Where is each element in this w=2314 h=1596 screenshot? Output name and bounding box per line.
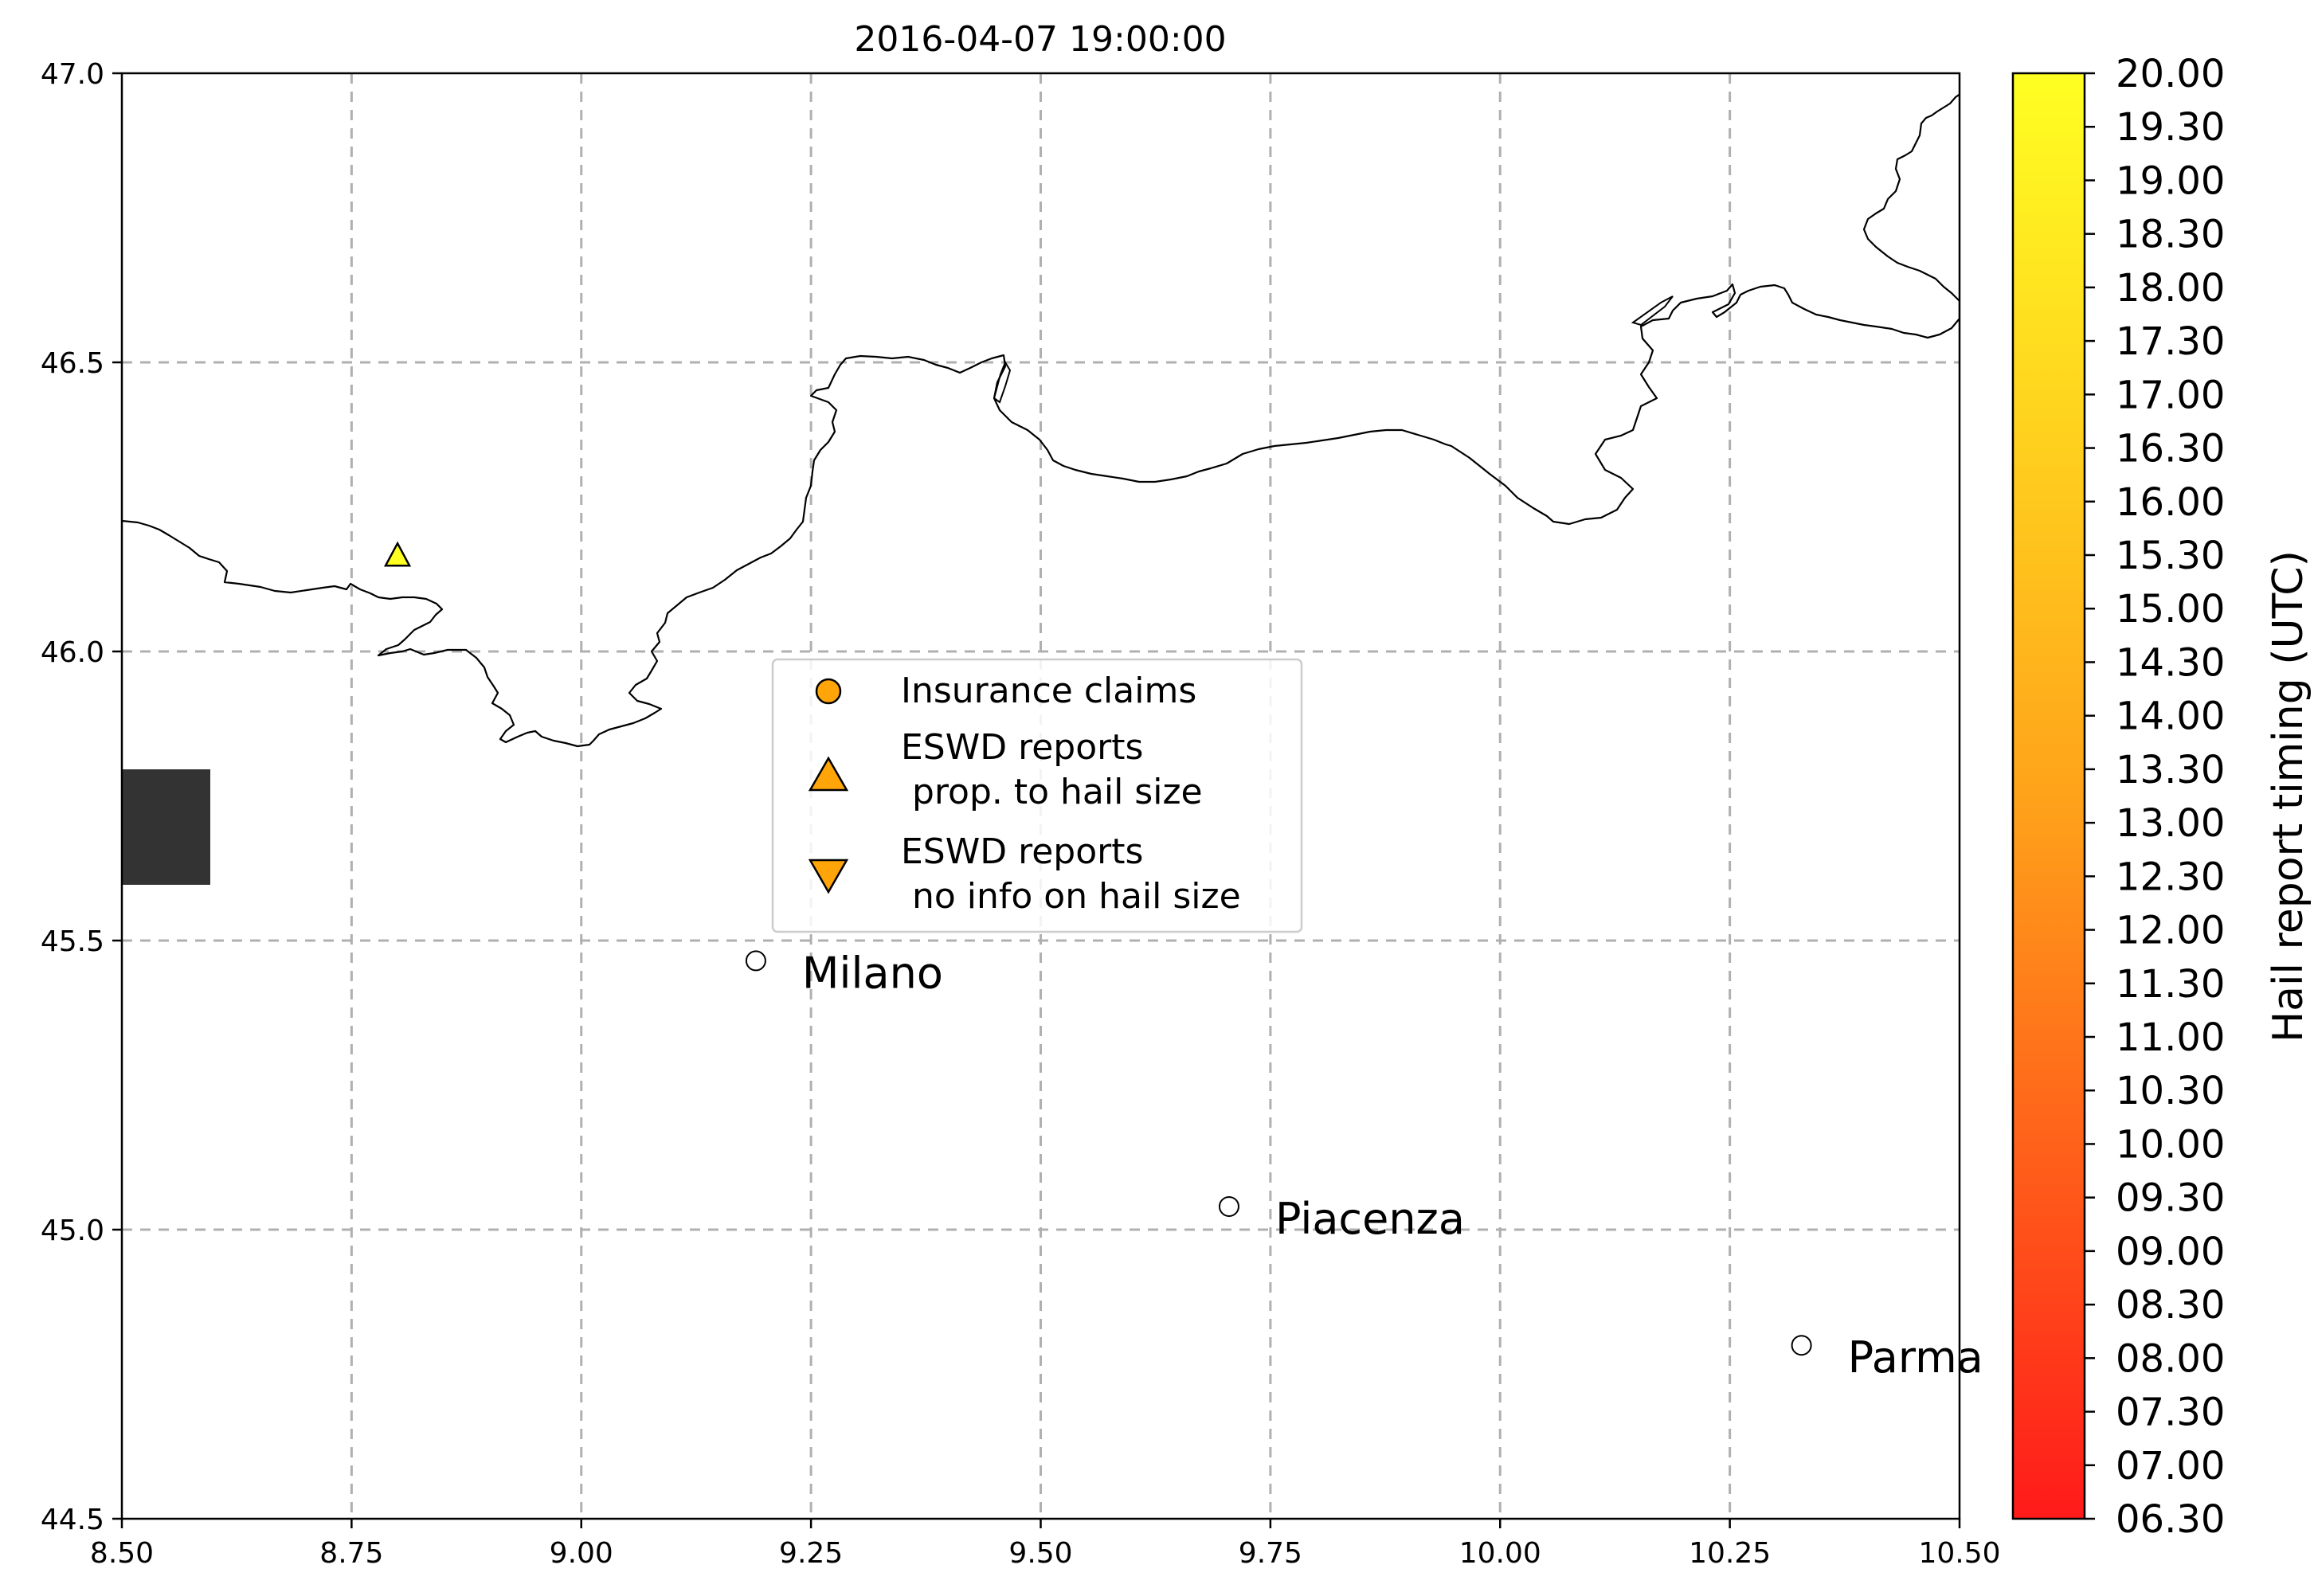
colorbar-tick-label: 15.00 (2116, 587, 2225, 632)
y-tick-label: 47.0 (41, 58, 104, 91)
map-title: 2016-04-07 19:00:00 (854, 19, 1226, 60)
colorbar-tick-label: 11.00 (2116, 1015, 2225, 1060)
colorbar-tick-label: 18.00 (2116, 266, 2225, 311)
colorbar-tick-label: 18.30 (2116, 213, 2225, 257)
colorbar-tick-label: 20.00 (2116, 52, 2225, 96)
city-marker (745, 950, 766, 972)
colorbar-tick-label: 19.00 (2116, 158, 2225, 203)
colorbar-tick-label: 15.30 (2116, 534, 2225, 578)
colorbar-tick-label: 17.00 (2116, 373, 2225, 417)
x-tick-label: 10.00 (1459, 1537, 1541, 1570)
legend: Insurance claims ESWD reports prop. to h… (771, 658, 1303, 933)
city-label: Piacenza (1275, 1194, 1465, 1244)
y-tick-label: 44.5 (41, 1504, 104, 1536)
colorbar-tick-label: 16.30 (2116, 427, 2225, 471)
lake-outline-east (1631, 295, 1674, 327)
legend-label-eswd-size-2: prop. to hail size (901, 772, 1203, 812)
y-tick-label: 46.5 (41, 347, 104, 380)
city-marker (1791, 1335, 1812, 1356)
colorbar-tick-label: 13.00 (2116, 801, 2225, 846)
colorbar-tick-label: 11.30 (2116, 962, 2225, 1007)
colorbar-ticks: 20.00 19.30 19.00 18.30 18.00 17.30 17.00 16.30… (2085, 52, 2225, 1542)
x-tick-label: 8.50 (90, 1537, 154, 1570)
colorbar-tick-label: 12.30 (2116, 855, 2225, 899)
city-marker (1218, 1195, 1239, 1217)
y-tick-label: 45.0 (41, 1215, 104, 1247)
colorbar-tick-label: 10.30 (2116, 1069, 2225, 1113)
city-label: Parma (1848, 1332, 1983, 1383)
legend-triangle-up-marker (808, 756, 849, 792)
colorbar-tick-label: 09.00 (2116, 1230, 2225, 1274)
colorbar-tick-label: 16.00 (2116, 480, 2225, 525)
colorbar-label: Hail report timing (UTC) (2265, 550, 2312, 1042)
country-border (122, 93, 1960, 748)
colorbar-tick-label: 09.30 (2116, 1176, 2225, 1221)
y-tick-label: 46.0 (41, 636, 104, 669)
legend-label-claims: Insurance claims (901, 671, 1196, 711)
colorbar-tick-label: 07.00 (2116, 1444, 2225, 1488)
legend-triangle-down-marker (808, 859, 849, 894)
x-axis: 8.50 8.75 9.00 9.25 9.50 9.75 10.00 10.25 10.50 (90, 1519, 2001, 1570)
colorbar-tick-label: 08.00 (2116, 1336, 2225, 1381)
city-layer: Milano Piacenza Parma (745, 948, 1983, 1383)
report-layer (383, 541, 412, 567)
x-tick-label: 9.75 (1239, 1537, 1302, 1570)
colorbar-tick-label: 13.30 (2116, 748, 2225, 792)
colorbar-gradient (2011, 72, 2086, 1520)
colorbar: 20.00 19.30 19.00 18.30 18.00 17.30 17.00 16.30… (2011, 52, 2312, 1542)
colorbar-tick-label: 14.30 (2116, 640, 2225, 685)
legend-label-eswd-noinfo-1: ESWD reports (901, 831, 1143, 872)
eswd-report-marker (383, 541, 412, 567)
legend-box (771, 658, 1303, 933)
colorbar-tick-label: 06.30 (2116, 1497, 2225, 1542)
colorbar-tick-label: 10.00 (2116, 1122, 2225, 1167)
legend-label-eswd-noinfo-2: no info on hail size (901, 876, 1241, 917)
colorbar-tick-label: 14.00 (2116, 694, 2225, 739)
x-tick-label: 10.25 (1689, 1537, 1771, 1570)
colorbar-tick-label: 08.30 (2116, 1283, 2225, 1328)
colorbar-tick-label: 17.30 (2116, 319, 2225, 364)
lake-outline (993, 360, 1012, 404)
x-tick-label: 8.75 (319, 1537, 383, 1570)
x-tick-label: 9.00 (550, 1537, 613, 1570)
legend-circle-marker (815, 678, 842, 705)
city-label: Milano (802, 948, 943, 998)
y-axis: 44.5 45.0 45.5 46.0 46.5 47.0 (41, 58, 122, 1536)
x-tick-label: 10.50 (1918, 1537, 2000, 1570)
colorbar-tick-label: 12.00 (2116, 909, 2225, 953)
colorbar-tick-label: 07.30 (2116, 1391, 2225, 1435)
colorbar-tick-label: 19.30 (2116, 105, 2225, 150)
legend-label-eswd-size-1: ESWD reports (901, 727, 1143, 768)
dark-patch (122, 769, 210, 885)
x-tick-label: 9.50 (1008, 1537, 1072, 1570)
y-tick-label: 45.5 (41, 925, 104, 958)
x-tick-label: 9.25 (779, 1537, 843, 1570)
